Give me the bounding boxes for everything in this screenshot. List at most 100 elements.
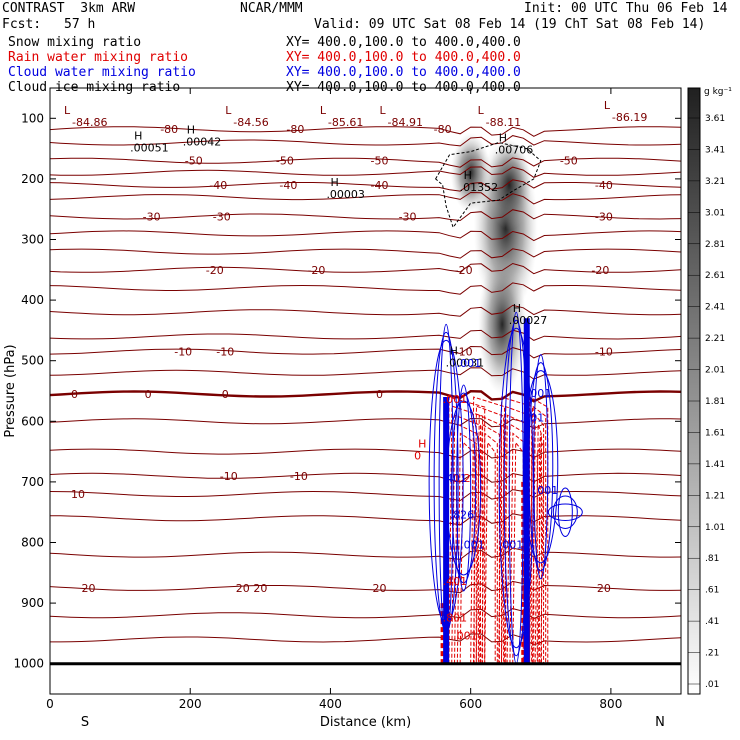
y-tick-label: 100 — [21, 111, 44, 125]
temperature-contour-label: 0 — [376, 388, 383, 401]
cloud-contour-label: .826 — [450, 508, 475, 521]
rain-contour — [448, 405, 484, 664]
rain-contour-label: .401 — [443, 575, 468, 588]
y-tick-label: 1000 — [13, 657, 44, 671]
min-mark: L — [478, 104, 485, 117]
temperature-contour — [50, 389, 681, 403]
temperature-contour — [50, 166, 681, 178]
temperature-contour-label: -10 — [455, 346, 473, 359]
rain-contour — [459, 441, 475, 664]
cloud-contour-label: .001 — [520, 411, 545, 424]
temperature-contour-label: 20 — [373, 582, 387, 595]
cloud-water-contour — [451, 392, 477, 584]
cloud-contour-label: .001 — [527, 387, 552, 400]
x-tick-label: 400 — [319, 697, 342, 711]
colorbar-label: .61 — [705, 586, 719, 596]
colorbar-label: .81 — [705, 554, 719, 564]
colorbar-label: 2.01 — [705, 366, 725, 376]
y-axis-label: Pressure (hPa) — [3, 344, 18, 437]
field-cloud-water-name: Cloud water mixing ratio — [8, 65, 196, 80]
y-tick-label: 300 — [21, 233, 44, 247]
x-tick-label: 800 — [599, 697, 622, 711]
max-mark: H — [450, 345, 458, 358]
temperature-contour-label: -30 — [143, 210, 161, 223]
max-mark: H — [134, 130, 142, 143]
y-tick-label: 900 — [21, 596, 44, 610]
temperature-contour-label: -50 — [371, 155, 389, 168]
colorbar-label: 1.21 — [705, 491, 725, 501]
cloud-water-contour — [498, 327, 534, 649]
temperature-contour-label: -30 — [399, 210, 417, 223]
max-mark: H — [513, 302, 521, 315]
temperature-contour — [50, 580, 681, 594]
colorbar-label: 3.61 — [705, 114, 725, 124]
temperature-contour — [50, 472, 681, 483]
max-value: .00027 — [509, 314, 548, 327]
max-value: .00051 — [130, 142, 169, 155]
temperature-contour-label: -10 — [595, 346, 613, 359]
rain-contour-label: 1.2 — [453, 472, 471, 485]
colorbar-label: .01 — [705, 680, 719, 690]
temperature-contour — [50, 135, 681, 147]
min-value: -88.11 — [486, 116, 521, 129]
colorbar-unit: g kg⁻¹ — [704, 87, 732, 97]
colorbar-label: 2.41 — [705, 303, 725, 313]
temperature-contour-label: -10 — [174, 346, 192, 359]
rain-contour — [475, 414, 503, 664]
forecast-label: Fcst: — [2, 17, 42, 32]
temperature-contour — [50, 248, 681, 259]
min-value: -85.61 — [328, 116, 363, 129]
temperature-contour — [50, 608, 681, 620]
temperature-contour-label: 0 — [145, 388, 152, 401]
temperature-contour-label: -50 — [560, 155, 578, 168]
field-snow-name: Snow mixing ratio — [8, 35, 142, 50]
y-tick-label: 600 — [21, 414, 44, 428]
rain-contour-label: .801 — [443, 611, 468, 624]
y-tick-label: 800 — [21, 536, 44, 550]
snow-shading — [487, 139, 532, 230]
temperature-contour-label: 20 — [236, 582, 250, 595]
temperature-contour-label: -80 — [286, 123, 304, 136]
temperature-contour — [50, 513, 681, 526]
temperature-contour — [50, 489, 681, 502]
temperature-contour-label: -20 — [206, 264, 224, 277]
x-axis-label: Distance (km) — [320, 715, 411, 730]
max-value: .00003 — [326, 188, 365, 201]
temperature-contour — [50, 329, 681, 341]
max-mark: H — [187, 123, 195, 136]
min-mark: L — [380, 104, 387, 117]
temperature-contour-label: -20 — [455, 264, 473, 277]
temperature-contour-label: 0 — [71, 388, 78, 401]
max-mark: H — [330, 176, 338, 189]
x-tick-label: 200 — [179, 697, 202, 711]
cloud-water-contour — [557, 487, 573, 537]
temperature-contour-label: 10 — [71, 488, 85, 501]
colorbar-label: 3.41 — [705, 145, 725, 155]
max-value: .00706 — [495, 143, 534, 156]
field-snow-xy: XY= 400.0,100.0 to 400.0,400.0 — [286, 35, 521, 50]
title-center: NCAR/MMM — [240, 1, 303, 16]
temperature-contour-label: 0 — [222, 388, 229, 401]
temperature-contour — [50, 448, 681, 459]
y-tick-label: 500 — [21, 354, 44, 368]
rain-contour — [481, 432, 498, 664]
max-mark: H — [499, 131, 507, 144]
temperature-contour-label: -10 — [290, 470, 308, 483]
temperature-contour-label: -40 — [209, 179, 227, 192]
snow-shading — [478, 254, 527, 395]
y-tick-label: 400 — [21, 293, 44, 307]
colorbar-label: 1.41 — [705, 460, 725, 470]
colorbar — [687, 87, 701, 695]
valid-time: Valid: 09 UTC Sat 08 Feb 14 (19 ChT Sat … — [314, 17, 706, 32]
north-end-label: N — [655, 715, 665, 730]
min-value: -84.91 — [388, 116, 423, 129]
temperature-contour-label: -30 — [213, 210, 231, 223]
min-value: -84.86 — [72, 116, 107, 129]
colorbar-label: 1.01 — [705, 523, 725, 533]
temperature-contour-label: 20 — [253, 582, 267, 595]
temperature-contour — [50, 191, 681, 205]
colorbar-label: 3.01 — [705, 208, 725, 218]
x-tick-label: 600 — [459, 697, 482, 711]
temperature-contour — [50, 179, 681, 192]
